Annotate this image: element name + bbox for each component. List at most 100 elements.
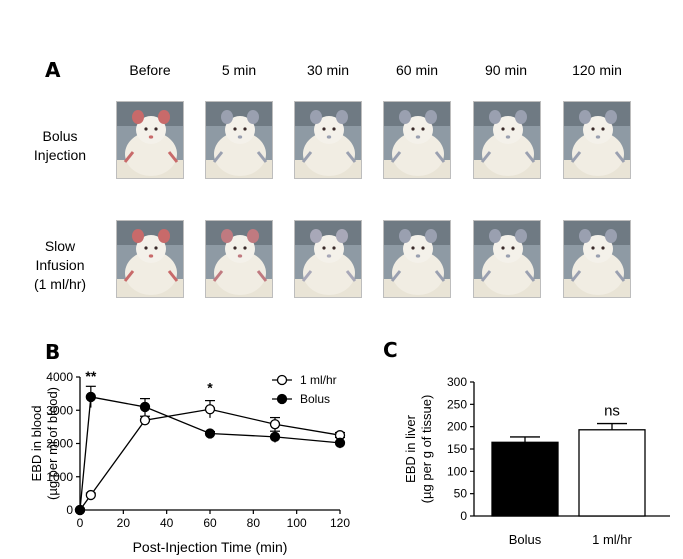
- rat-ear: [425, 229, 437, 243]
- row-label-line: Slow: [44, 238, 76, 254]
- data-point: [269, 431, 281, 442]
- rat-nose: [326, 135, 332, 139]
- rat-illustration: [384, 221, 450, 297]
- rat-nose: [148, 254, 154, 258]
- rat-body: [125, 132, 177, 176]
- y-tick-label: 150: [447, 442, 467, 456]
- y-axis-label: (µg per ml of blood): [45, 387, 60, 500]
- rat-head: [314, 235, 344, 263]
- y-axis-label: EBD in blood: [29, 406, 44, 482]
- rat-ear: [489, 229, 501, 243]
- data-point: [204, 404, 216, 415]
- rat-eye: [233, 127, 237, 131]
- y-tick-label: 3000: [46, 403, 73, 417]
- rat-eye: [332, 127, 336, 131]
- rat-paw: [390, 151, 402, 163]
- rat-eye: [144, 127, 148, 131]
- rat-photo: [563, 220, 631, 298]
- rat-eye: [591, 246, 595, 250]
- rat-nose: [326, 254, 332, 258]
- rat-ear: [399, 229, 411, 243]
- rat-eye: [332, 246, 336, 250]
- blood-ebd-line-chart: 0 1000 2000 3000 4000 0 20 40 60 80 100 120 Post-Inj…: [29, 368, 350, 555]
- rat-ear: [310, 229, 322, 243]
- rat-ear: [247, 229, 259, 243]
- rat-body: [482, 251, 534, 295]
- rat-nose: [505, 254, 511, 258]
- rat-paw: [212, 270, 224, 282]
- time-header: 60 min: [395, 62, 439, 78]
- rat-illustration: [295, 221, 361, 297]
- bar: [578, 429, 646, 517]
- data-point: [85, 489, 96, 501]
- liver-ebd-bar-chart: 0 50 100 150 200 250 300 EBD in liver (µg per g …: [403, 375, 670, 547]
- rat-paw: [614, 270, 626, 282]
- rat-head: [225, 235, 255, 263]
- time-header: 90 min: [484, 62, 528, 78]
- x-tick-label: 20: [117, 516, 131, 530]
- rat-ear: [605, 110, 617, 124]
- y-tick-label: 1000: [46, 470, 73, 484]
- bar: [491, 441, 559, 517]
- rat-ear: [579, 110, 591, 124]
- rat-paw: [123, 151, 135, 163]
- data-point: [334, 437, 346, 448]
- panel-a-letter: A: [45, 58, 61, 82]
- y-axis-label: (µg per g of tissue): [419, 395, 434, 504]
- rat-head: [225, 116, 255, 144]
- y-tick-label: 50: [454, 487, 468, 501]
- rat-paw: [614, 151, 626, 163]
- rat-nose: [148, 135, 154, 139]
- rat-photo: [205, 101, 273, 179]
- rat-body: [482, 132, 534, 176]
- rat-head: [136, 235, 166, 263]
- rat-eye: [601, 246, 605, 250]
- rat-body: [392, 132, 444, 176]
- rat-ear: [132, 110, 144, 124]
- y-tick-label: 100: [447, 464, 467, 478]
- rat-illustration: [206, 221, 272, 297]
- row-label-bolus: Bolus Injection: [10, 127, 110, 165]
- y-axis-label: EBD in liver: [403, 414, 418, 483]
- time-header: 30 min: [306, 62, 350, 78]
- rat-eye: [322, 127, 326, 131]
- rat-paw: [301, 270, 313, 282]
- rat-paw: [524, 151, 536, 163]
- rat-eye: [411, 246, 415, 250]
- rat-photo: [383, 101, 451, 179]
- rat-photo: [294, 101, 362, 179]
- rat-ear: [247, 110, 259, 124]
- rat-head: [493, 235, 523, 263]
- legend-label: 1 ml/hr: [300, 373, 337, 387]
- rat-paw: [434, 270, 446, 282]
- legend-marker: [276, 393, 288, 405]
- rat-ear: [515, 110, 527, 124]
- rat-ear: [515, 229, 527, 243]
- rat-ear: [605, 229, 617, 243]
- y-tick-label: 300: [447, 375, 467, 389]
- rat-eye: [511, 246, 515, 250]
- rat-nose: [415, 135, 421, 139]
- x-tick-label: 120: [330, 516, 350, 530]
- rat-illustration: [474, 221, 540, 297]
- rat-illustration: [564, 221, 630, 297]
- data-point: [85, 391, 96, 403]
- data-point: [139, 401, 151, 413]
- rat-nose: [237, 254, 243, 258]
- rat-photo: [563, 101, 631, 179]
- rat-illustration: [384, 102, 450, 178]
- rat-illustration: [564, 102, 630, 178]
- y-tick-label: 4000: [46, 370, 73, 384]
- x-tick-label: 0: [77, 516, 84, 530]
- rat-body: [303, 132, 355, 176]
- rat-paw: [167, 151, 179, 163]
- series-line: [79, 408, 341, 511]
- rat-body: [392, 251, 444, 295]
- x-axis-label: Post-Injection Time (min): [133, 539, 288, 555]
- row-label-slow-infusion: Slow Infusion (1 ml/hr): [10, 237, 110, 294]
- y-tick-label: 250: [447, 397, 467, 411]
- rat-head: [403, 116, 433, 144]
- rat-eye: [243, 127, 247, 131]
- rat-paw: [480, 151, 492, 163]
- rat-eye: [322, 246, 326, 250]
